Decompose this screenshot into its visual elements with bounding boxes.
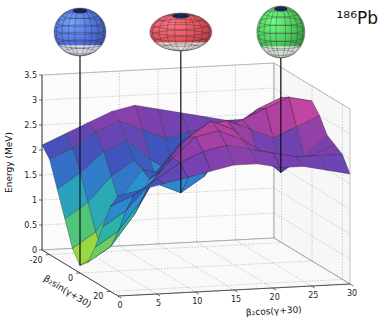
tick — [157, 294, 160, 296]
shape-ellipsoid — [54, 8, 106, 69]
walls — [42, 63, 350, 296]
surface-cell — [250, 129, 281, 172]
axes: 051015202530-2002000.511.522.533.5 — [24, 71, 357, 310]
mesh-line — [62, 8, 98, 56]
tick-label: 3.5 — [24, 71, 37, 80]
tick — [39, 175, 42, 176]
mesh-line — [276, 6, 286, 58]
tick-label: 30 — [347, 289, 357, 298]
tick-label: 3 — [32, 96, 37, 105]
axis-title: β₂sin(γ+30) — [42, 273, 93, 309]
grid-line — [50, 68, 282, 255]
mesh-line — [159, 13, 202, 51]
ellipsoid-outline — [150, 13, 212, 51]
tick-label: 20 — [270, 293, 280, 302]
ellipsoid-mesh — [257, 6, 305, 58]
tick-label: 20 — [93, 292, 103, 301]
title: ¹⁸⁶Pb — [337, 8, 379, 28]
shapes — [54, 6, 305, 266]
tick-label: 10 — [192, 297, 202, 306]
tick — [118, 296, 121, 298]
tick — [350, 284, 353, 286]
ellipsoid-lower — [54, 45, 106, 69]
axis-domain — [42, 75, 43, 250]
axis-title: β₂cos(γ+30) — [246, 305, 302, 318]
tick-label: 2 — [32, 146, 37, 155]
tick-label: 0 — [117, 301, 122, 310]
tick — [76, 273, 80, 274]
tick — [39, 75, 42, 76]
mesh-line — [75, 8, 85, 56]
tick — [39, 125, 42, 126]
tick-label: 0 — [68, 274, 73, 283]
surface — [42, 97, 350, 265]
shape-ellipsoid — [257, 6, 305, 72]
axis-title: Energy (MeV) — [4, 132, 14, 193]
tick — [106, 291, 110, 292]
ellipsoid-cap — [172, 13, 189, 18]
tick — [273, 288, 276, 290]
mesh-line — [175, 13, 187, 51]
mesh-line — [68, 8, 91, 56]
tick — [234, 290, 237, 292]
grid-line — [235, 65, 311, 286]
surface-cell — [312, 145, 343, 156]
ellipsoid-mesh — [54, 8, 106, 56]
tick — [39, 200, 42, 201]
tick-label: 1 — [32, 196, 37, 205]
tick — [39, 100, 42, 101]
shape-ellipsoid — [150, 13, 212, 61]
tick — [311, 286, 314, 288]
tick-label: 0.5 — [24, 221, 37, 230]
tick-label: 1.5 — [24, 171, 37, 180]
tick — [39, 150, 42, 151]
grid-line — [80, 86, 312, 273]
ellipsoid-outline — [54, 8, 106, 56]
drop-line — [180, 51, 181, 193]
tick — [39, 225, 42, 226]
tick-label: -20 — [30, 256, 43, 265]
tick-label: 5 — [156, 299, 161, 308]
tick — [195, 292, 198, 294]
grid — [42, 63, 350, 296]
tick — [46, 254, 50, 255]
mesh-line — [56, 8, 104, 56]
surface-cell — [134, 179, 165, 195]
grid-line — [110, 104, 342, 291]
tick-label: 2.5 — [24, 121, 37, 130]
tick-label: 0 — [32, 246, 37, 255]
grid-line — [197, 67, 273, 288]
tick — [39, 250, 42, 251]
chart-svg: 051015202530-2002000.511.522.533.5β₂cos(… — [0, 0, 384, 333]
mesh-line — [167, 13, 195, 51]
drop-line — [280, 58, 281, 173]
ellipsoid-cap — [73, 8, 88, 13]
ellipsoid-lower — [257, 46, 305, 72]
mesh-line — [264, 6, 298, 58]
mesh-line — [152, 13, 209, 51]
ellipsoid-outline — [257, 6, 305, 58]
ellipsoid-cap — [274, 6, 287, 11]
grid-line — [81, 73, 157, 294]
surface-cell — [157, 163, 188, 184]
tick-label: 15 — [231, 295, 241, 304]
ellipsoid-mesh — [150, 13, 212, 51]
tick-label: 25 — [308, 291, 318, 300]
drop-line — [79, 56, 80, 266]
mesh-line — [259, 6, 303, 58]
surface-cell — [110, 190, 141, 207]
mesh-line — [270, 6, 292, 58]
